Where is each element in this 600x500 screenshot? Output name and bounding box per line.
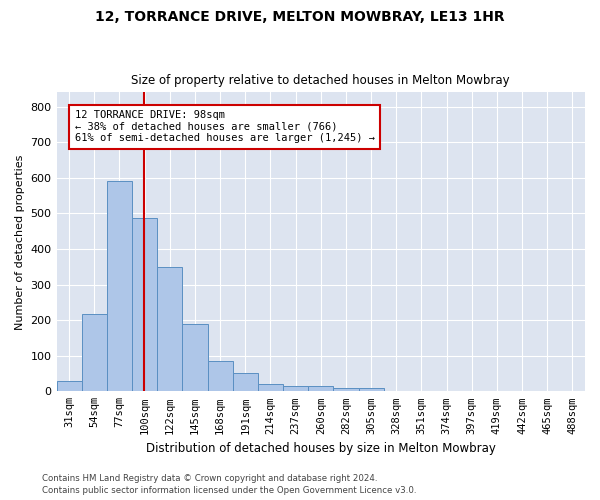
Title: Size of property relative to detached houses in Melton Mowbray: Size of property relative to detached ho…	[131, 74, 510, 87]
Y-axis label: Number of detached properties: Number of detached properties	[15, 154, 25, 330]
Bar	[132, 218, 157, 392]
Bar	[258, 384, 283, 392]
Text: 12, TORRANCE DRIVE, MELTON MOWBRAY, LE13 1HR: 12, TORRANCE DRIVE, MELTON MOWBRAY, LE13…	[95, 10, 505, 24]
Bar	[359, 388, 383, 392]
Bar	[107, 182, 132, 392]
Bar	[283, 386, 308, 392]
Bar	[233, 373, 258, 392]
X-axis label: Distribution of detached houses by size in Melton Mowbray: Distribution of detached houses by size …	[146, 442, 496, 455]
Bar	[182, 324, 208, 392]
Bar	[308, 386, 334, 392]
Bar	[157, 266, 182, 392]
Text: Contains HM Land Registry data © Crown copyright and database right 2024.
Contai: Contains HM Land Registry data © Crown c…	[42, 474, 416, 495]
Bar	[208, 361, 233, 392]
Bar	[56, 380, 82, 392]
Bar	[334, 388, 359, 392]
Text: 12 TORRANCE DRIVE: 98sqm
← 38% of detached houses are smaller (766)
61% of semi-: 12 TORRANCE DRIVE: 98sqm ← 38% of detach…	[74, 110, 374, 144]
Bar	[82, 314, 107, 392]
